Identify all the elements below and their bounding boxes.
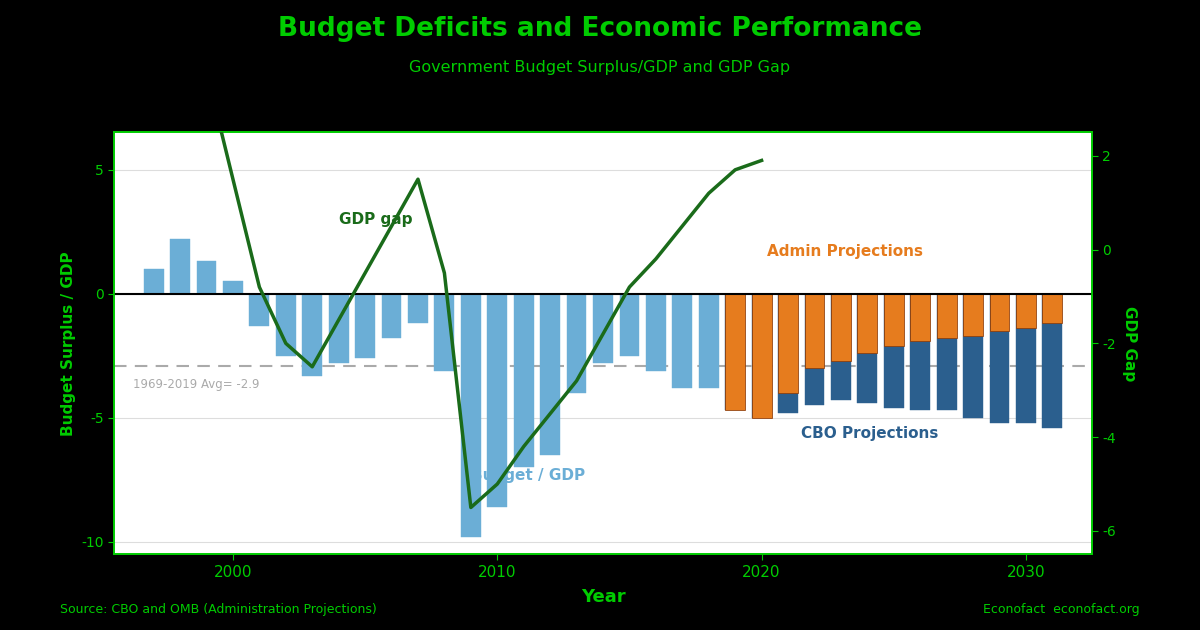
Bar (250, 294, 269, 326)
Bar (223, 281, 242, 294)
Bar (355, 294, 376, 358)
Bar (144, 269, 163, 294)
Bar (804, 294, 824, 406)
X-axis label: Year: Year (581, 588, 625, 606)
Bar (593, 294, 613, 364)
Bar (884, 294, 904, 346)
Bar (302, 294, 322, 375)
Bar (170, 239, 190, 294)
Bar (672, 294, 692, 388)
Bar (937, 294, 956, 338)
Bar (698, 294, 719, 388)
Bar (830, 294, 851, 401)
Bar (197, 261, 216, 294)
Bar (382, 294, 402, 338)
Y-axis label: Budget Surplus / GDP: Budget Surplus / GDP (60, 251, 76, 436)
Bar (619, 294, 640, 356)
Text: Econofact  econofact.org: Econofact econofact.org (983, 603, 1140, 616)
Bar (858, 294, 877, 403)
Bar (329, 294, 348, 364)
Bar (804, 294, 824, 368)
Bar (964, 294, 983, 336)
Bar (276, 294, 295, 356)
Bar (461, 294, 481, 537)
Bar (911, 294, 930, 410)
Bar (1043, 294, 1062, 428)
Bar (937, 294, 956, 410)
Bar (408, 294, 428, 323)
Bar (1016, 294, 1036, 423)
Bar (778, 294, 798, 393)
Text: Admin Projections: Admin Projections (767, 244, 923, 260)
Bar (566, 294, 587, 393)
Text: Budget Deficits and Economic Performance: Budget Deficits and Economic Performance (278, 16, 922, 42)
Text: Government Budget Surplus/GDP and GDP Gap: Government Budget Surplus/GDP and GDP Ga… (409, 60, 791, 75)
Bar (646, 294, 666, 370)
Bar (540, 294, 560, 455)
Text: 1969-2019 Avg= -2.9: 1969-2019 Avg= -2.9 (132, 378, 259, 391)
Bar (858, 294, 877, 353)
Bar (990, 294, 1009, 423)
Bar (830, 294, 851, 361)
Bar (725, 294, 745, 410)
Y-axis label: GDP Gap: GDP Gap (1122, 306, 1138, 381)
Bar (487, 294, 508, 507)
Text: GDP gap: GDP gap (338, 212, 412, 227)
Bar (884, 294, 904, 408)
Bar (725, 294, 745, 410)
Bar (751, 294, 772, 418)
Bar (751, 294, 772, 418)
Text: Budget / GDP: Budget / GDP (470, 468, 584, 483)
Bar (990, 294, 1009, 331)
Text: CBO Projections: CBO Projections (802, 426, 938, 441)
Bar (1043, 294, 1062, 323)
Bar (514, 294, 534, 467)
Bar (434, 294, 455, 370)
Bar (964, 294, 983, 418)
Bar (911, 294, 930, 341)
Bar (1016, 294, 1036, 328)
Text: Source: CBO and OMB (Administration Projections): Source: CBO and OMB (Administration Proj… (60, 603, 377, 616)
Bar (778, 294, 798, 413)
